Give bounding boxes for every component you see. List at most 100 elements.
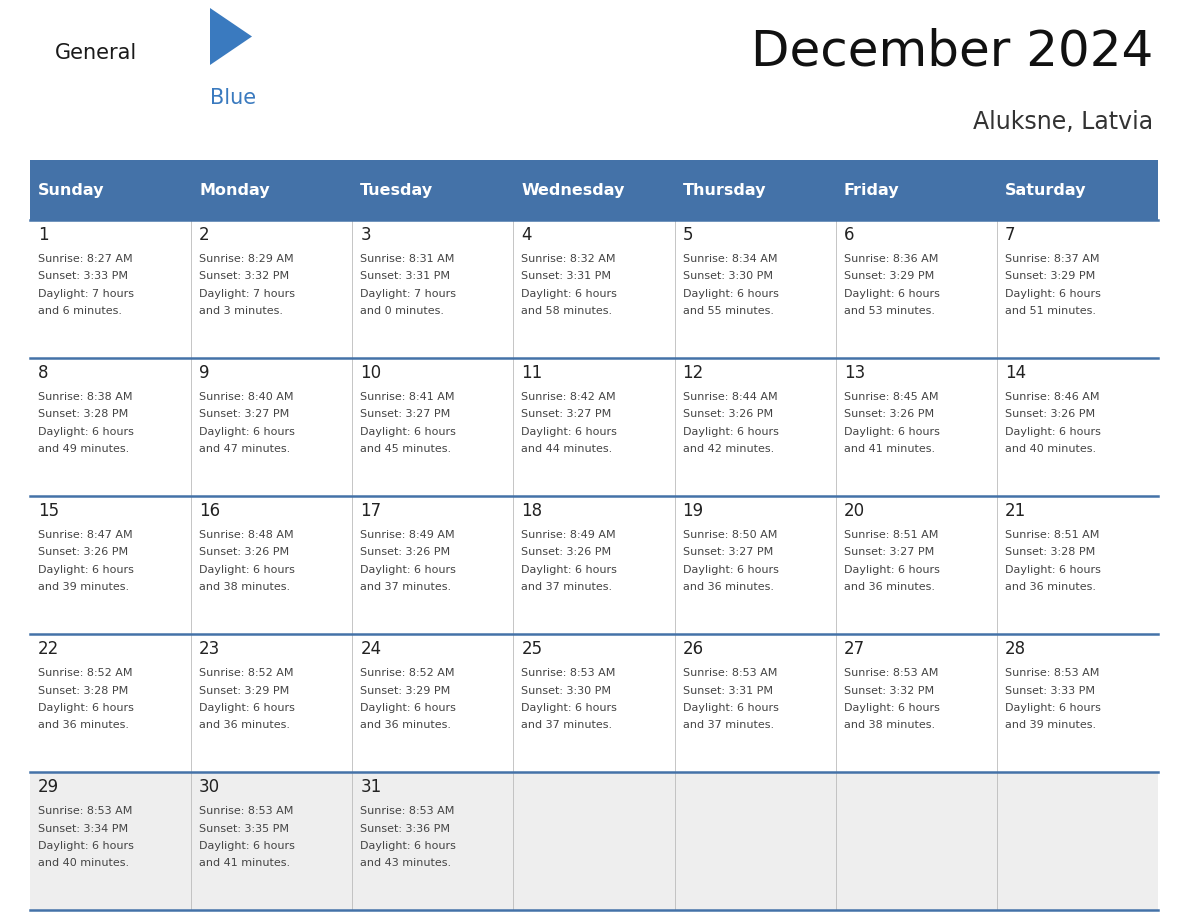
Text: Daylight: 6 hours: Daylight: 6 hours [200, 427, 295, 437]
Text: Daylight: 6 hours: Daylight: 6 hours [522, 289, 618, 299]
Text: 10: 10 [360, 364, 381, 382]
Text: 15: 15 [38, 502, 59, 520]
Text: Sunrise: 8:37 AM: Sunrise: 8:37 AM [1005, 254, 1099, 264]
Text: and 0 minutes.: and 0 minutes. [360, 307, 444, 317]
Text: 21: 21 [1005, 502, 1026, 520]
Text: General: General [55, 43, 138, 63]
Text: 16: 16 [200, 502, 220, 520]
Text: 11: 11 [522, 364, 543, 382]
Text: Daylight: 6 hours: Daylight: 6 hours [200, 841, 295, 851]
Text: 7: 7 [1005, 226, 1016, 244]
Text: and 37 minutes.: and 37 minutes. [522, 583, 613, 592]
Text: and 44 minutes.: and 44 minutes. [522, 444, 613, 454]
Text: Sunset: 3:27 PM: Sunset: 3:27 PM [200, 409, 290, 420]
Text: Sunset: 3:28 PM: Sunset: 3:28 PM [38, 409, 128, 420]
Text: 9: 9 [200, 364, 209, 382]
Text: Sunrise: 8:46 AM: Sunrise: 8:46 AM [1005, 392, 1099, 402]
Text: Sunset: 3:27 PM: Sunset: 3:27 PM [683, 547, 773, 557]
Text: 12: 12 [683, 364, 703, 382]
Text: and 53 minutes.: and 53 minutes. [843, 307, 935, 317]
Text: Friday: Friday [843, 183, 899, 197]
Text: and 37 minutes.: and 37 minutes. [522, 721, 613, 731]
Bar [30, 358, 1158, 496]
Text: Sunset: 3:26 PM: Sunset: 3:26 PM [360, 547, 450, 557]
Text: Sunset: 3:29 PM: Sunset: 3:29 PM [843, 272, 934, 282]
Text: and 49 minutes.: and 49 minutes. [38, 444, 129, 454]
Text: Sunrise: 8:52 AM: Sunrise: 8:52 AM [360, 668, 455, 678]
Text: Sunrise: 8:52 AM: Sunrise: 8:52 AM [200, 668, 293, 678]
Text: 25: 25 [522, 640, 543, 658]
Text: 23: 23 [200, 640, 221, 658]
Text: Sunset: 3:32 PM: Sunset: 3:32 PM [843, 686, 934, 696]
Text: 31: 31 [360, 778, 381, 796]
Text: and 42 minutes.: and 42 minutes. [683, 444, 773, 454]
Text: Sunset: 3:26 PM: Sunset: 3:26 PM [38, 547, 128, 557]
Text: Sunrise: 8:49 AM: Sunrise: 8:49 AM [360, 530, 455, 540]
Text: Sunset: 3:27 PM: Sunset: 3:27 PM [522, 409, 612, 420]
Text: Saturday: Saturday [1005, 183, 1086, 197]
Text: Sunrise: 8:40 AM: Sunrise: 8:40 AM [200, 392, 293, 402]
Text: 14: 14 [1005, 364, 1026, 382]
Text: and 51 minutes.: and 51 minutes. [1005, 307, 1095, 317]
Text: and 39 minutes.: and 39 minutes. [1005, 721, 1097, 731]
Text: 19: 19 [683, 502, 703, 520]
Text: Sunrise: 8:52 AM: Sunrise: 8:52 AM [38, 668, 133, 678]
Bar [30, 220, 1158, 358]
Text: Sunrise: 8:45 AM: Sunrise: 8:45 AM [843, 392, 939, 402]
Text: 20: 20 [843, 502, 865, 520]
Text: 6: 6 [843, 226, 854, 244]
Text: Daylight: 6 hours: Daylight: 6 hours [683, 565, 778, 575]
Text: Sunrise: 8:53 AM: Sunrise: 8:53 AM [522, 668, 615, 678]
Text: and 58 minutes.: and 58 minutes. [522, 307, 613, 317]
Text: Daylight: 6 hours: Daylight: 6 hours [522, 427, 618, 437]
Text: and 45 minutes.: and 45 minutes. [360, 444, 451, 454]
Text: Daylight: 6 hours: Daylight: 6 hours [360, 841, 456, 851]
Text: 29: 29 [38, 778, 59, 796]
Text: Daylight: 6 hours: Daylight: 6 hours [360, 565, 456, 575]
Text: Daylight: 7 hours: Daylight: 7 hours [38, 289, 134, 299]
Text: Sunrise: 8:53 AM: Sunrise: 8:53 AM [360, 806, 455, 816]
Text: Daylight: 6 hours: Daylight: 6 hours [522, 703, 618, 713]
Text: and 37 minutes.: and 37 minutes. [683, 721, 773, 731]
Text: Daylight: 6 hours: Daylight: 6 hours [360, 703, 456, 713]
Text: Sunrise: 8:53 AM: Sunrise: 8:53 AM [1005, 668, 1099, 678]
Text: Daylight: 6 hours: Daylight: 6 hours [360, 427, 456, 437]
Polygon shape [210, 8, 252, 65]
Text: and 36 minutes.: and 36 minutes. [1005, 583, 1095, 592]
Text: Daylight: 6 hours: Daylight: 6 hours [843, 703, 940, 713]
Text: Daylight: 6 hours: Daylight: 6 hours [683, 703, 778, 713]
Text: Daylight: 6 hours: Daylight: 6 hours [522, 565, 618, 575]
Text: Sunset: 3:31 PM: Sunset: 3:31 PM [683, 686, 772, 696]
Text: 17: 17 [360, 502, 381, 520]
Text: Sunset: 3:33 PM: Sunset: 3:33 PM [38, 272, 128, 282]
Text: Daylight: 6 hours: Daylight: 6 hours [1005, 703, 1101, 713]
Text: 4: 4 [522, 226, 532, 244]
Text: 30: 30 [200, 778, 220, 796]
Text: 28: 28 [1005, 640, 1026, 658]
Text: and 37 minutes.: and 37 minutes. [360, 583, 451, 592]
Text: and 38 minutes.: and 38 minutes. [200, 583, 290, 592]
Text: and 40 minutes.: and 40 minutes. [38, 858, 129, 868]
Text: Sunset: 3:27 PM: Sunset: 3:27 PM [843, 547, 934, 557]
Text: and 41 minutes.: and 41 minutes. [843, 444, 935, 454]
Text: Sunrise: 8:53 AM: Sunrise: 8:53 AM [843, 668, 939, 678]
Text: December 2024: December 2024 [751, 28, 1154, 76]
Text: Daylight: 6 hours: Daylight: 6 hours [683, 289, 778, 299]
Text: Sunset: 3:29 PM: Sunset: 3:29 PM [360, 686, 450, 696]
Text: Thursday: Thursday [683, 183, 766, 197]
Text: Sunrise: 8:51 AM: Sunrise: 8:51 AM [1005, 530, 1099, 540]
Text: and 40 minutes.: and 40 minutes. [1005, 444, 1097, 454]
Text: Daylight: 6 hours: Daylight: 6 hours [1005, 427, 1101, 437]
Text: Sunrise: 8:31 AM: Sunrise: 8:31 AM [360, 254, 455, 264]
Text: and 47 minutes.: and 47 minutes. [200, 444, 290, 454]
Text: Daylight: 6 hours: Daylight: 6 hours [843, 289, 940, 299]
Text: Sunset: 3:26 PM: Sunset: 3:26 PM [1005, 409, 1095, 420]
Text: Sunrise: 8:49 AM: Sunrise: 8:49 AM [522, 530, 617, 540]
Text: and 36 minutes.: and 36 minutes. [843, 583, 935, 592]
Text: Sunrise: 8:38 AM: Sunrise: 8:38 AM [38, 392, 133, 402]
Text: and 36 minutes.: and 36 minutes. [38, 721, 129, 731]
Text: and 36 minutes.: and 36 minutes. [360, 721, 451, 731]
Text: Blue: Blue [210, 88, 257, 108]
Bar [30, 496, 1158, 634]
Text: 8: 8 [38, 364, 49, 382]
